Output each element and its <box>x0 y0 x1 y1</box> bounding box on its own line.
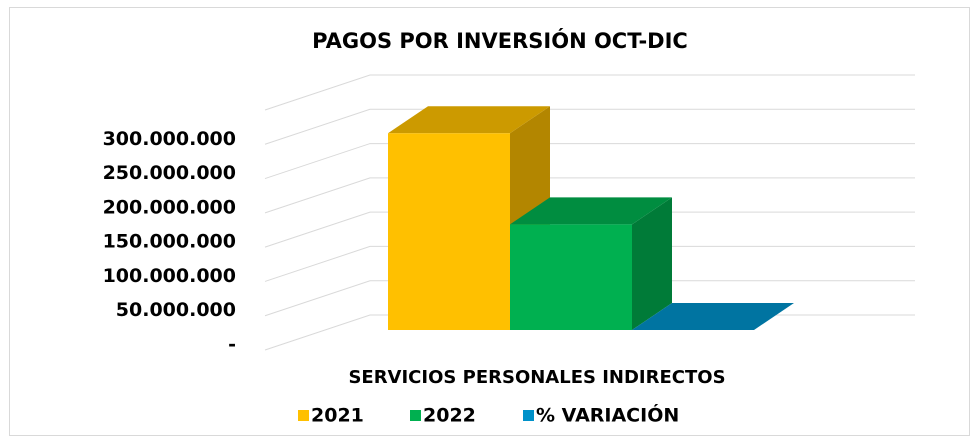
chart-title: PAGOS POR INVERSIÓN OCT-DIC <box>312 28 688 53</box>
grid-line <box>264 108 915 145</box>
bar <box>632 303 794 330</box>
legend-label: 2021 <box>311 405 364 427</box>
legend-swatch <box>523 410 534 421</box>
y-tick-label: 150.000.000 <box>103 231 236 253</box>
y-tick-label: 200.000.000 <box>103 196 236 218</box>
grid-line <box>264 143 915 180</box>
y-tick-label: 300.000.000 <box>103 128 236 150</box>
y-tick-label: 100.000.000 <box>103 265 236 287</box>
bar <box>510 197 672 330</box>
y-tick-label: - <box>228 334 236 356</box>
bar-side <box>632 197 672 330</box>
bar-top <box>388 106 550 134</box>
grid-line <box>264 245 915 282</box>
y-tick-label: 50.000.000 <box>116 299 236 321</box>
bar-front <box>510 224 632 330</box>
y-tick-label: 250.000.000 <box>103 162 236 184</box>
bar-top <box>510 197 672 225</box>
grid-line <box>264 74 915 111</box>
x-tick-label: SERVICIOS PERSONALES INDIRECTOS <box>348 367 725 388</box>
legend-swatch <box>298 410 309 421</box>
bar-front <box>388 133 510 330</box>
bar-top <box>632 303 794 330</box>
legend-swatch <box>410 410 421 421</box>
grid-line <box>264 280 915 317</box>
legend-label: % VARIACIÓN <box>536 403 679 427</box>
grid-line <box>264 211 915 248</box>
legend-label: 2022 <box>423 405 476 427</box>
grid-line <box>264 177 915 214</box>
